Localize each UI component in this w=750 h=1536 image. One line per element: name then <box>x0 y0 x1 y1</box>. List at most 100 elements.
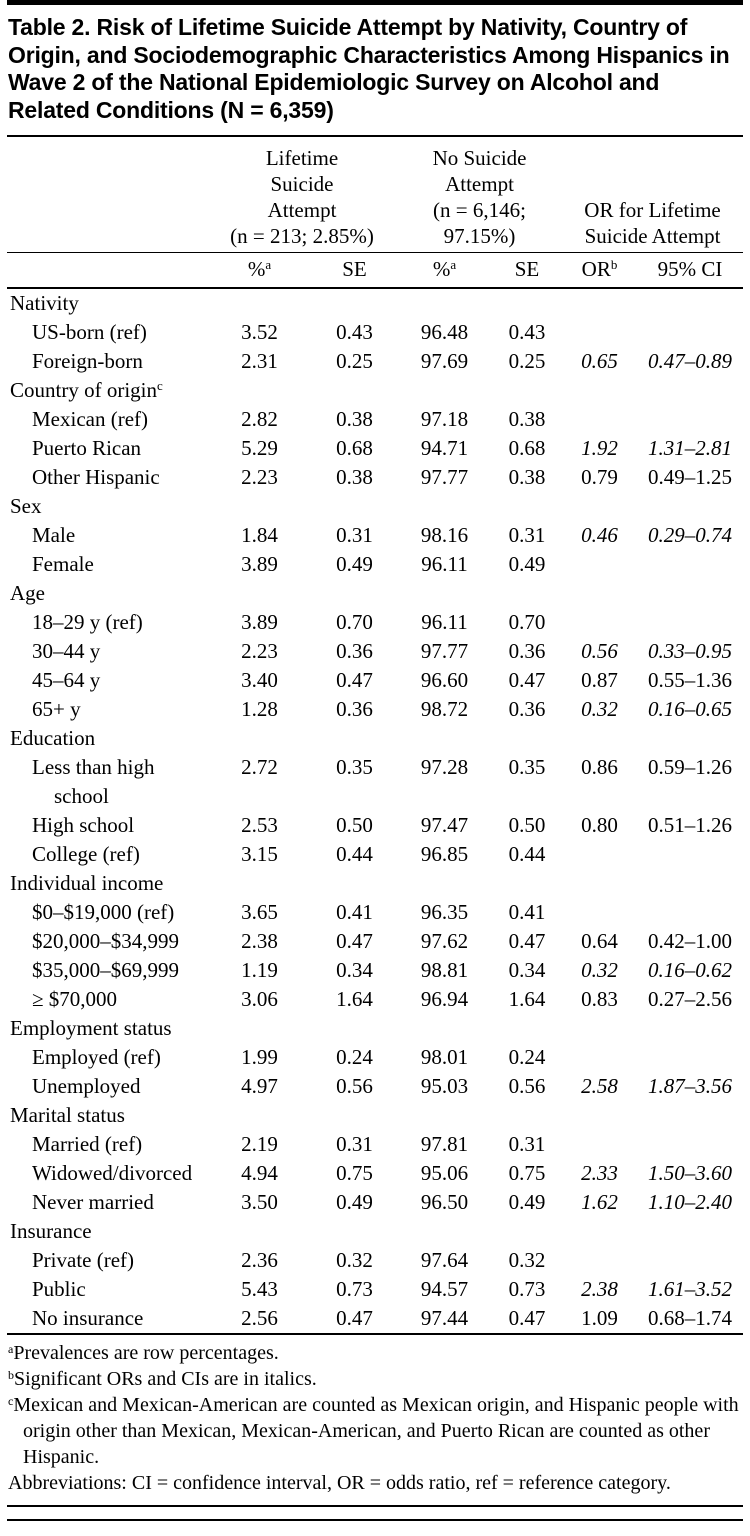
ci-95 <box>637 898 743 927</box>
odds-ratio: 0.64 <box>581 929 618 953</box>
noattempt-se: 0.47 <box>508 1306 546 1330</box>
noattempt-se: 0.56 <box>508 1074 546 1098</box>
row-label: Puerto Rican <box>32 436 142 460</box>
lifetime-se: 0.56 <box>336 1074 373 1098</box>
odds-ratio: 1.92 <box>581 436 618 460</box>
row-label: Foreign-born <box>32 349 143 373</box>
footnote-marker: a <box>265 257 272 272</box>
group-header-line: Suicide <box>270 172 334 196</box>
data-row: Foreign-born 2.31 0.25 97.69 0.25 0.65 0.47–0.… <box>7 347 743 376</box>
data-row: Private (ref) 2.36 0.32 97.64 0.32 <box>7 1246 743 1275</box>
group-header-line: OR for Lifetime <box>584 198 721 222</box>
odds-ratio: 0.32 <box>581 697 618 721</box>
odds-ratio <box>562 550 637 579</box>
data-row: Other Hispanic 2.23 0.38 97.77 0.38 0.79 0.49–… <box>7 463 743 492</box>
section-label: Age <box>10 581 45 605</box>
lifetime-se: 0.75 <box>336 1161 373 1185</box>
odds-ratio: 0.86 <box>581 755 618 779</box>
row-label: Public <box>32 1277 86 1301</box>
noattempt-pct: 97.44 <box>420 1306 469 1330</box>
noattempt-pct: 95.03 <box>420 1074 469 1098</box>
section-row: Insurance <box>7 1217 743 1246</box>
noattempt-pct: 98.81 <box>420 958 469 982</box>
odds-ratio: 2.38 <box>581 1277 618 1301</box>
lifetime-se: 0.32 <box>336 1248 373 1272</box>
col-header-label: OR <box>581 257 611 281</box>
noattempt-pct: 97.81 <box>420 1132 469 1156</box>
noattempt-se: 0.41 <box>508 900 546 924</box>
lifetime-pct: 2.56 <box>241 1306 278 1330</box>
noattempt-pct: 98.72 <box>420 697 469 721</box>
table-2: Lifetime Suicide Attempt (n = 213; 2.85%… <box>7 137 744 1333</box>
or-group-header: OR for Lifetime Suicide Attempt <box>562 137 744 253</box>
ci-95: 0.42–1.00 <box>648 929 733 953</box>
lifetime-se: 0.49 <box>336 1190 373 1214</box>
data-row: No insurance 2.56 0.47 97.44 0.47 1.09 0.68–1.… <box>7 1304 743 1333</box>
ci-95 <box>637 608 743 637</box>
lifetime-pct: 2.19 <box>241 1132 278 1156</box>
col-header-label: % <box>432 257 451 281</box>
row-label: High school <box>32 813 135 837</box>
row-label: 45–64 y <box>32 668 101 692</box>
footnote-marker: c <box>157 378 163 393</box>
empty-header-cell <box>7 252 207 289</box>
footnote: bSignificant ORs and CIs are in italics. <box>8 1368 317 1390</box>
lifetime-se: 1.64 <box>336 987 373 1011</box>
noattempt-se: 0.35 <box>508 755 546 779</box>
section-row: Education <box>7 724 743 753</box>
odds-ratio <box>562 1043 637 1072</box>
lifetime-se: 0.44 <box>336 842 373 866</box>
row-label: Widowed/​divorced <box>32 1161 193 1185</box>
lifetime-se: 0.34 <box>336 958 373 982</box>
noattempt-se: 0.73 <box>508 1277 546 1301</box>
odds-ratio: 0.46 <box>581 523 618 547</box>
data-row: Employed (ref) 1.99 0.24 98.01 0.24 <box>7 1043 743 1072</box>
ci-95 <box>637 318 743 347</box>
noattempt-se: 0.44 <box>508 842 546 866</box>
odds-ratio <box>562 898 637 927</box>
lifetime-pct: 2.23 <box>241 465 278 489</box>
group-header-line: Attempt <box>267 198 337 222</box>
data-row: Puerto Rican 5.29 0.68 94.71 0.68 1.92 1.31–2.… <box>7 434 743 463</box>
lifetime-pct: 3.52 <box>241 320 278 344</box>
noattempt-se: 0.36 <box>508 697 546 721</box>
section-row: Country of originc <box>7 376 743 405</box>
noattempt-se: 0.68 <box>508 436 546 460</box>
ci-95: 0.55–1.36 <box>648 668 733 692</box>
data-row: College (ref) 3.15 0.44 96.85 0.44 <box>7 840 743 869</box>
col-header-label: SE <box>342 257 367 281</box>
noattempt-pct: 97.28 <box>420 755 469 779</box>
noattempt-pct: 98.01 <box>420 1045 469 1069</box>
lifetime-se: 0.47 <box>336 929 373 953</box>
data-row: Female 3.89 0.49 96.11 0.49 <box>7 550 743 579</box>
noattempt-pct: 94.57 <box>420 1277 469 1301</box>
section-label: Education <box>10 726 96 750</box>
row-label: Male <box>32 523 76 547</box>
noattempt-pct: 97.69 <box>420 349 469 373</box>
noattempt-se: 0.34 <box>508 958 546 982</box>
section-label: Sex <box>10 494 42 518</box>
lifetime-pct: 3.89 <box>241 552 278 576</box>
lifetime-se: 0.41 <box>336 900 373 924</box>
noattempt-se: 0.70 <box>508 610 546 634</box>
section-label: Employment status <box>10 1016 172 1040</box>
noattempt-se: 0.50 <box>508 813 546 837</box>
lifetime-pct: 5.29 <box>241 436 278 460</box>
ci-95: 1.50–3.60 <box>648 1161 733 1185</box>
empty-header-cell <box>7 137 207 253</box>
noattempt-se: 0.38 <box>508 465 546 489</box>
col-header-se-lifetime: SE <box>312 252 398 289</box>
lifetime-se: 0.49 <box>336 552 373 576</box>
row-label: No insurance <box>32 1306 144 1330</box>
lifetime-se: 0.73 <box>336 1277 373 1301</box>
noattempt-pct: 96.48 <box>420 320 469 344</box>
row-label: Female <box>32 552 94 576</box>
ci-95: 0.16–0.62 <box>648 958 733 982</box>
col-header-se-noattempt: SE <box>492 252 563 289</box>
footnote-marker: a <box>8 1342 14 1356</box>
noattempt-se: 0.49 <box>508 552 546 576</box>
table-top-rule <box>7 0 743 5</box>
ci-95: 0.29–0.74 <box>648 523 733 547</box>
odds-ratio <box>562 318 637 347</box>
lifetime-se: 0.35 <box>336 755 373 779</box>
